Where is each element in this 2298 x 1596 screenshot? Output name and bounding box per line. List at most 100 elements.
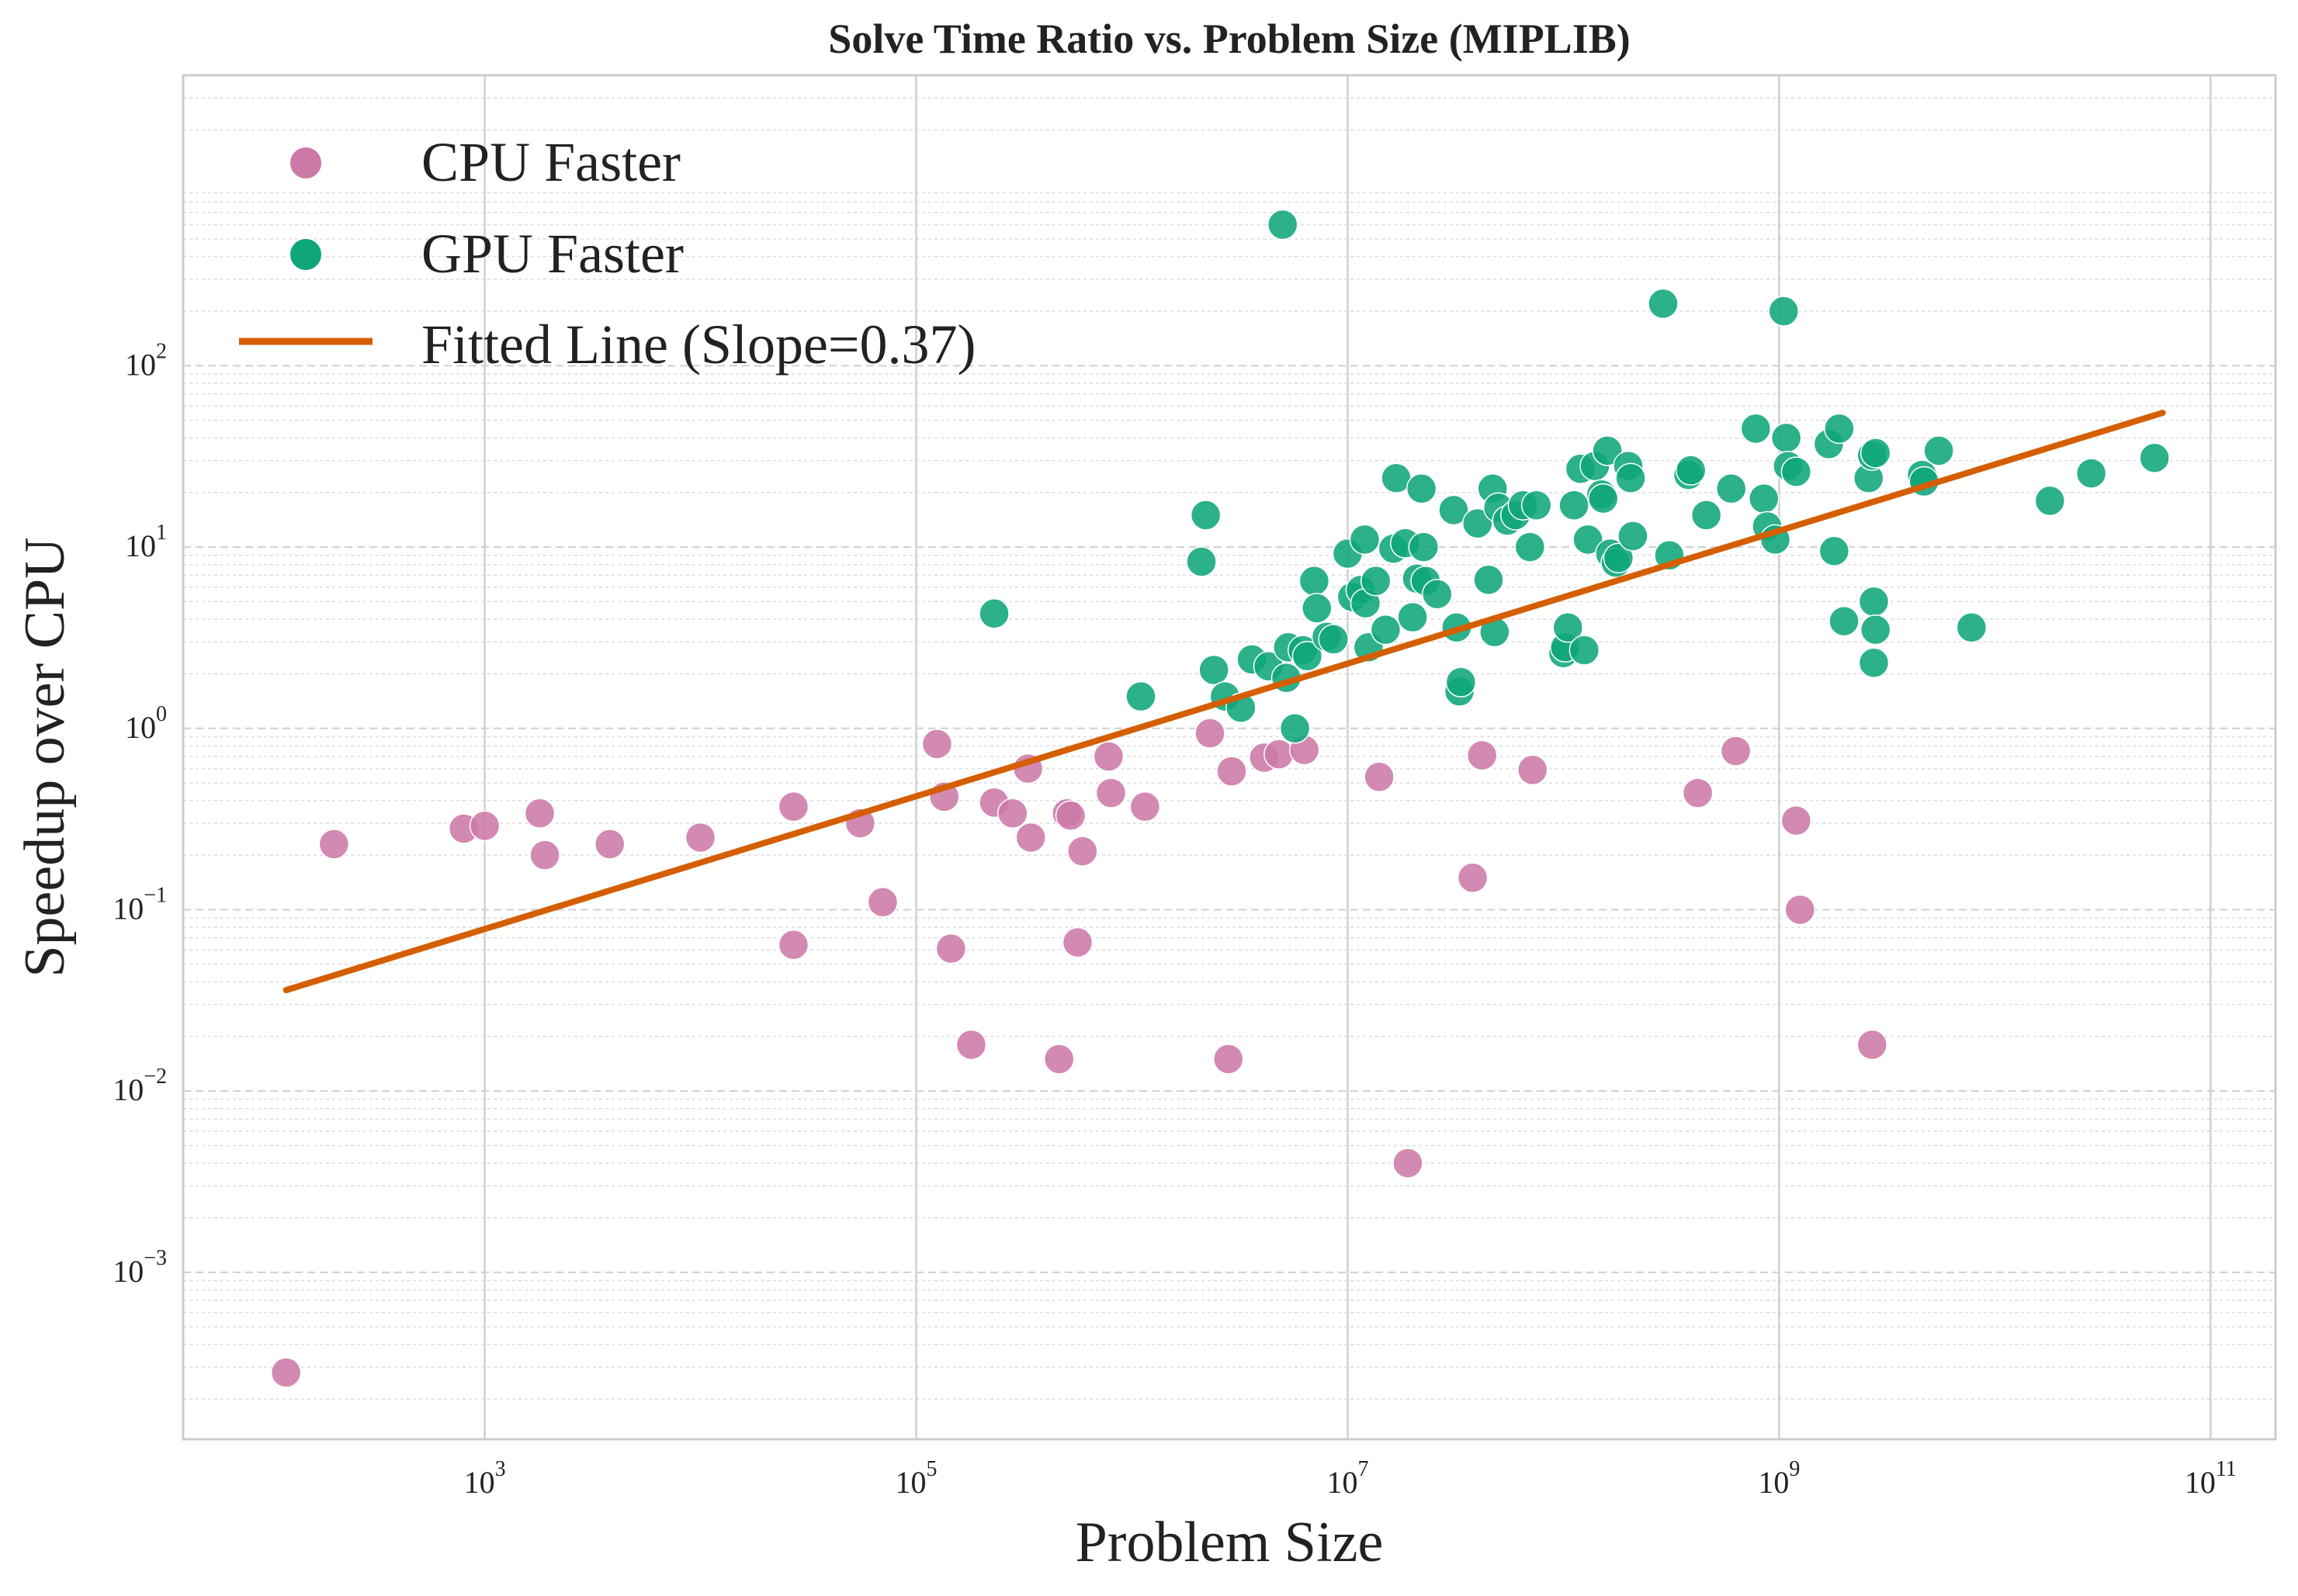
gpu-point (1360, 566, 1392, 597)
cpu-point (1517, 754, 1548, 786)
legend-marker-cpu (289, 146, 323, 180)
fitted-line (282, 410, 2166, 994)
gpu-point (1291, 641, 1323, 672)
gpu-point (1422, 578, 1453, 610)
legend-marker-gpu (289, 237, 323, 272)
x-tick-label: 107 (1326, 1457, 1368, 1500)
cpu-point (1093, 741, 1125, 772)
gpu-point (1740, 413, 1772, 445)
cpu-point (921, 729, 953, 760)
legend-label-fit: Fitted Line (Slope=0.37) (421, 313, 976, 376)
cpu-point (1216, 756, 1247, 787)
cpu-point (867, 887, 899, 918)
x-axis-label: Problem Size (1076, 1511, 1384, 1574)
gpu-point (1824, 413, 1855, 445)
major-gridlines (183, 75, 2275, 1439)
y-tick-label: 100 (125, 702, 167, 745)
gpu-point (1858, 647, 1890, 678)
cpu-point (594, 829, 626, 860)
gpu-point (1592, 435, 1623, 466)
gpu-point (1267, 209, 1298, 241)
cpu-point (1095, 777, 1127, 808)
gpu-point (1956, 612, 1988, 643)
cpu-point (1364, 761, 1395, 793)
gpu-point (1349, 524, 1381, 556)
y-tick-label: 10−1 (113, 883, 167, 926)
gpu-point (1397, 601, 1428, 633)
cpu-point (685, 822, 716, 853)
gpu-point (1603, 542, 1634, 573)
gpu-point (1125, 680, 1156, 712)
chart-title: Solve Time Ratio vs. Problem Size (MIPLI… (828, 16, 1630, 62)
cpu-point (1780, 805, 1812, 836)
gpu-point (1648, 288, 1679, 320)
cpu-point (524, 798, 556, 829)
cpu-point (270, 1357, 302, 1388)
gpu-point (1858, 586, 1890, 618)
cpu-point (935, 933, 967, 964)
gpu-point (2075, 458, 2107, 489)
cpu-point (1392, 1148, 1423, 1179)
gpu-point (1617, 521, 1648, 552)
cpu-point (1457, 862, 1489, 894)
gpu-point (1445, 666, 1477, 698)
fitted-line-series (282, 410, 2166, 994)
cpu-point (1682, 777, 1714, 808)
gpu-point (1318, 624, 1349, 655)
gpu-point (1198, 654, 1229, 686)
gpu-point (1675, 455, 1707, 486)
legend-label-gpu: GPU Faster (421, 223, 684, 285)
cpu-point (778, 791, 809, 822)
cpu-faster-series (270, 718, 1888, 1388)
gpu-point (2139, 442, 2170, 473)
cpu-point (778, 929, 809, 961)
gpu-point (1438, 494, 1469, 526)
cpu-point (1015, 822, 1047, 853)
x-tick-label: 103 (464, 1457, 506, 1500)
gpu-point (1520, 490, 1552, 521)
cpu-point (1263, 739, 1295, 770)
gpu-point (1715, 473, 1747, 504)
cpu-point (1062, 926, 1094, 958)
gpu-point (1588, 483, 1619, 514)
cpu-point (1043, 1044, 1075, 1075)
cpu-point (469, 810, 501, 842)
gpu-point (1860, 614, 1891, 646)
cpu-point (1194, 718, 1225, 749)
cpu-point (1055, 800, 1087, 832)
gpu-point (1302, 593, 1333, 624)
gpu-point (1514, 531, 1546, 563)
gpu-point (1749, 483, 1780, 514)
gpu-point (1473, 564, 1504, 595)
gpu-faster-series (979, 209, 2170, 744)
x-axis-ticks: 103 105 107 109 1011 (464, 1457, 2237, 1500)
y-tick-label: 10−2 (113, 1065, 167, 1107)
x-tick-label: 1011 (2185, 1457, 2237, 1500)
y-tick-label: 102 (125, 339, 167, 382)
cpu-point (997, 798, 1028, 829)
gpu-point (1405, 473, 1437, 504)
gpu-point (1923, 435, 1954, 466)
gpu-point (1860, 438, 1891, 469)
gpu-point (1768, 296, 1800, 327)
x-tick-label: 105 (896, 1457, 938, 1500)
y-axis-label: Speedup over CPU (13, 537, 77, 977)
legend-label-cpu: CPU Faster (421, 131, 681, 193)
y-tick-label: 10−3 (113, 1246, 167, 1289)
gpu-point (1408, 531, 1440, 563)
gpu-point (979, 597, 1010, 629)
gpu-point (1552, 612, 1584, 643)
gpu-point (1572, 524, 1603, 556)
gpu-point (1558, 490, 1589, 521)
cpu-point (1129, 791, 1161, 822)
plot-frame (182, 74, 2277, 1441)
gpu-point (1818, 535, 1850, 567)
legend: CPU Faster GPU Faster Fitted Line (Slope… (239, 131, 976, 376)
gpu-point (1690, 500, 1722, 531)
gpu-point (1190, 500, 1222, 531)
gpu-point (1780, 456, 1812, 487)
cpu-point (1720, 736, 1752, 767)
gpu-point (1615, 462, 1646, 493)
gpu-point (1828, 605, 1860, 637)
